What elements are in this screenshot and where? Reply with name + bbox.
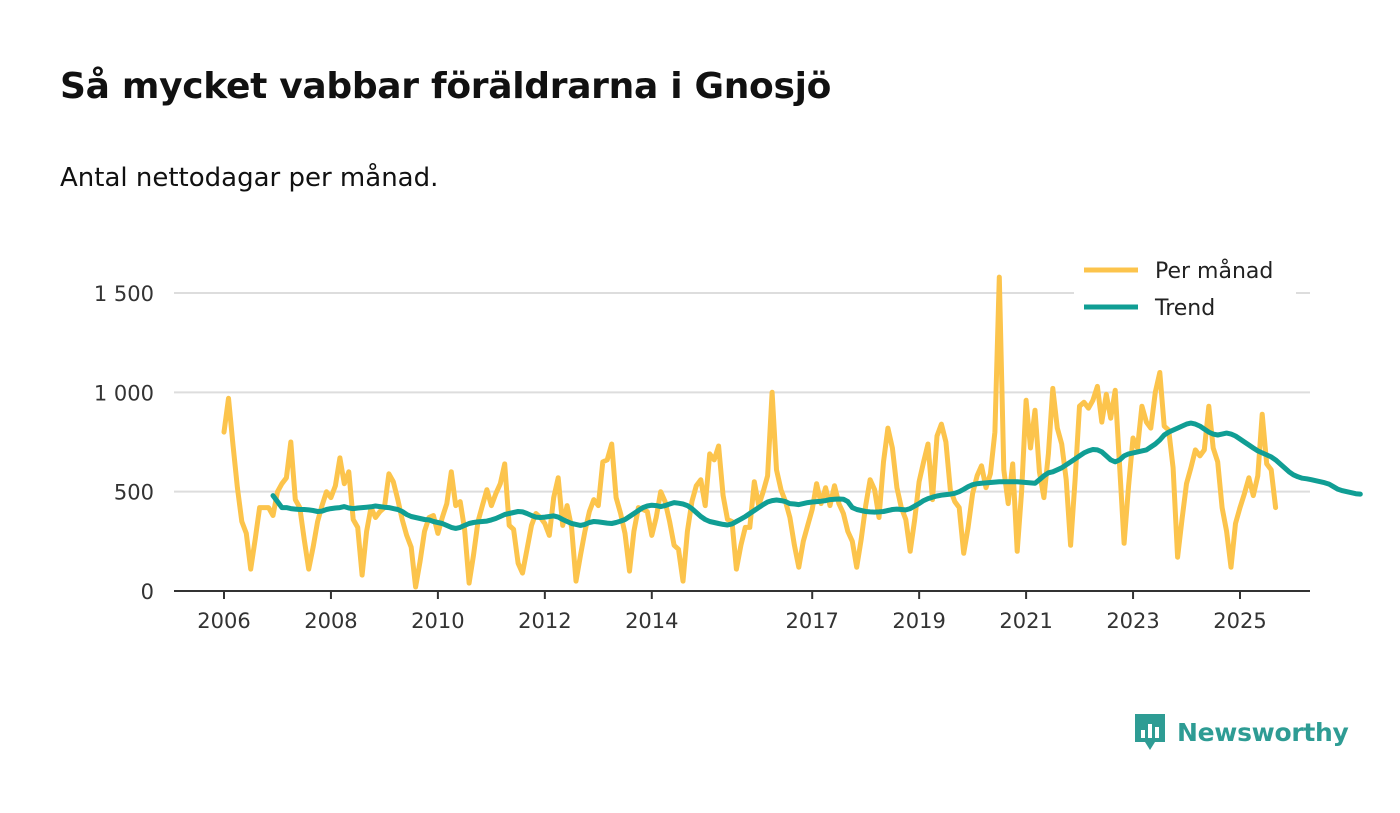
x-tick-label: 2023 xyxy=(1106,609,1159,633)
x-tick-label: 2006 xyxy=(197,609,250,633)
y-tick-label: 0 xyxy=(141,580,154,604)
series-line-per-manad xyxy=(221,274,1279,590)
y-tick-label: 1 500 xyxy=(94,282,154,306)
y-tick-label: 1 000 xyxy=(94,381,154,405)
newsworthy-logo: Newsworthy xyxy=(1133,712,1349,752)
legend-label-trend: Trend xyxy=(1154,296,1215,321)
brand-name: Newsworthy xyxy=(1177,717,1349,747)
series-line-trend xyxy=(270,420,1363,531)
y-axis-ticks: 0 500 1 000 1 500 xyxy=(94,282,154,604)
x-tick-label: 2014 xyxy=(625,609,678,633)
x-tick-label: 2010 xyxy=(411,609,464,633)
x-axis-ticks: 2006 2008 2010 2012 2014 2017 2019 2021 2023 2025 xyxy=(197,591,1267,633)
legend: Per månad Trend xyxy=(1074,255,1296,327)
newsworthy-chart-icon xyxy=(1135,714,1165,750)
x-tick-label: 2025 xyxy=(1213,609,1266,633)
x-tick-label: 2017 xyxy=(785,609,838,633)
chart-title: Så mycket vabbar föräldrarna i Gnosjö xyxy=(60,66,832,107)
y-tick-label: 500 xyxy=(114,481,154,505)
x-tick-label: 2019 xyxy=(892,609,945,633)
x-tick-label: 2008 xyxy=(304,609,357,633)
legend-label-per-manad: Per månad xyxy=(1155,258,1273,284)
legend-background xyxy=(1074,255,1296,327)
x-tick-label: 2021 xyxy=(999,609,1052,633)
chart-subtitle: Antal nettodagar per månad. xyxy=(60,163,439,193)
series-lines xyxy=(221,274,1363,590)
x-tick-label: 2012 xyxy=(518,609,571,633)
